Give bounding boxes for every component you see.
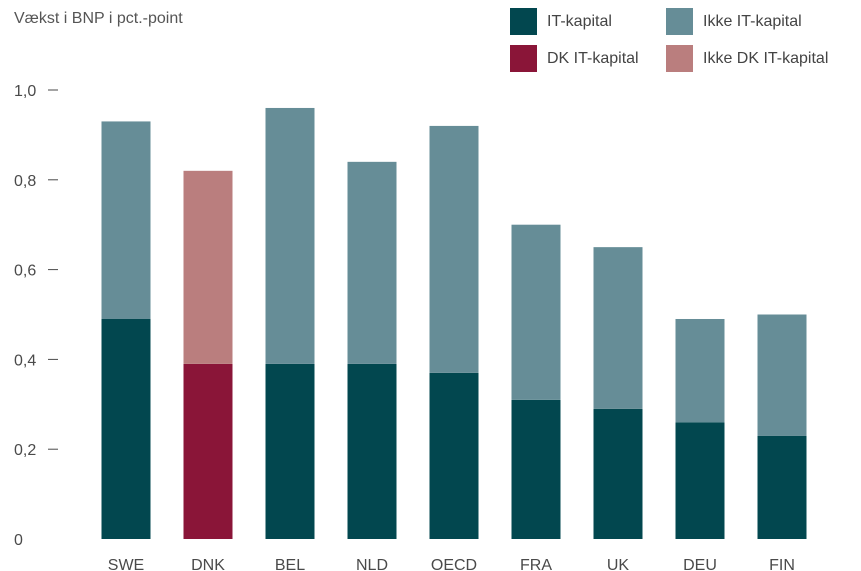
y-tick-label: 1,0 [14, 83, 36, 100]
bar-it-deu [675, 422, 725, 539]
legend-item-non-it: Ikke IT-kapital [666, 8, 802, 35]
legend-item-it: IT-kapital [510, 8, 612, 35]
y-tick-label: 0,2 [14, 442, 36, 459]
bar-it-swe [101, 318, 151, 539]
bar-non-it-uk [593, 247, 643, 409]
bar-non-it-fin [757, 314, 807, 436]
y-tick-label: 0,4 [14, 352, 36, 369]
y-tick-label: 0,6 [14, 263, 36, 280]
x-tick-label: FIN [769, 557, 795, 571]
bar-it-fra [511, 399, 561, 539]
legend-swatch-it [510, 8, 537, 35]
x-tick-label: UK [607, 557, 630, 571]
y-axis-title: Vækst i BNP i pct.-point [14, 10, 183, 27]
legend-item-dk-it: DK IT-kapital [510, 45, 639, 72]
legend-swatch-dk-it [510, 45, 537, 72]
bar-non-it-fra [511, 224, 561, 400]
bar-it-dnk [183, 363, 233, 539]
x-tick-label: BEL [275, 557, 305, 571]
legend-swatch-dk-non-it [666, 45, 693, 72]
x-tick-label: OECD [431, 557, 477, 571]
legend-label-dk-non-it: Ikke DK IT-kapital [703, 49, 829, 67]
bar-non-it-oecd [429, 125, 479, 373]
bar-non-it-bel [265, 107, 315, 364]
x-tick-label: SWE [108, 557, 144, 571]
bar-it-oecd [429, 372, 479, 539]
bar-non-it-deu [675, 318, 725, 423]
legend-label-it: IT-kapital [547, 12, 612, 30]
y-tick-label: 0 [14, 532, 23, 549]
bar-non-it-dnk [183, 170, 233, 364]
legend-item-dk-non-it: Ikke DK IT-kapital [666, 45, 828, 72]
x-tick-label: DEU [683, 557, 717, 571]
legend-label-dk-it: DK IT-kapital [547, 49, 639, 67]
legend-swatch-non-it [666, 8, 693, 35]
x-tick-label: NLD [356, 557, 388, 571]
bar-it-nld [347, 363, 397, 539]
legend-label-non-it: Ikke IT-kapital [703, 12, 802, 30]
bar-it-uk [593, 408, 643, 539]
bar-it-fin [757, 435, 807, 539]
bar-it-bel [265, 363, 315, 539]
x-tick-label: DNK [191, 557, 225, 571]
bar-non-it-nld [347, 161, 397, 364]
bar-non-it-swe [101, 121, 151, 319]
x-tick-label: FRA [520, 557, 552, 571]
legend: IT-kapital Ikke IT-kapital DK IT-kapital… [0, 8, 861, 78]
y-tick-label: 0,8 [14, 173, 36, 190]
